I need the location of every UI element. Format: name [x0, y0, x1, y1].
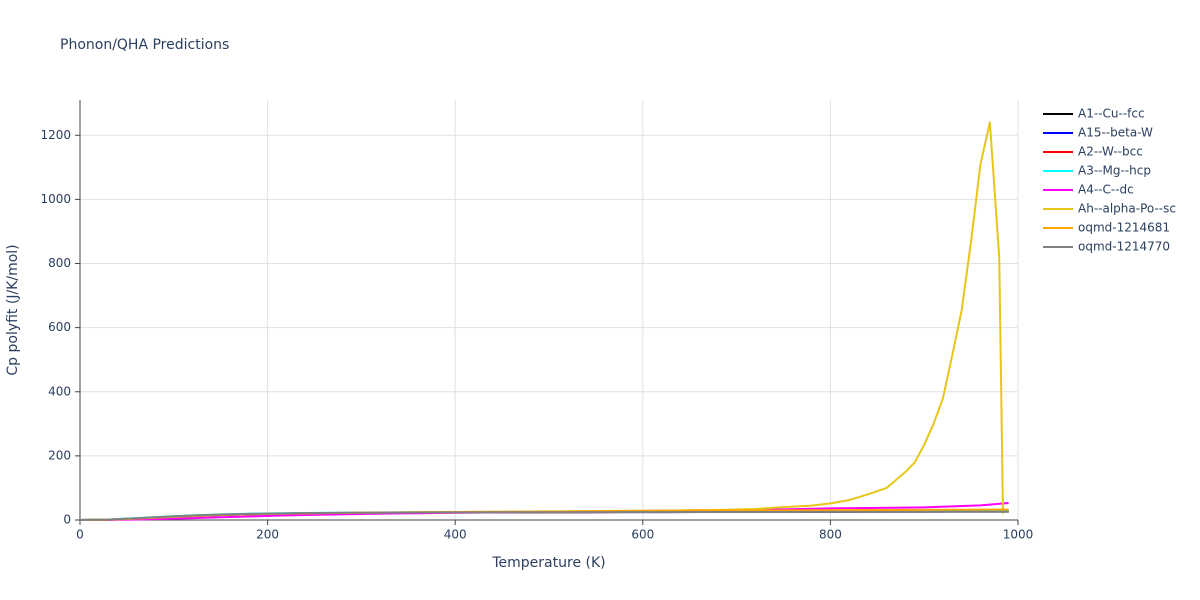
legend-label: oqmd-1214681 — [1078, 221, 1170, 235]
x-tick-label: 1000 — [1003, 528, 1034, 542]
legend-label: oqmd-1214770 — [1078, 240, 1170, 254]
x-axis-title: Temperature (K) — [491, 555, 605, 571]
chart-title: Phonon/QHA Predictions — [60, 37, 229, 53]
x-tick-label: 400 — [444, 528, 467, 542]
y-tick-label: 1200 — [40, 128, 71, 142]
x-tick-label: 800 — [819, 528, 842, 542]
y-tick-label: 1000 — [40, 192, 71, 206]
legend-label: A15--beta-W — [1078, 126, 1153, 140]
legend-label: A4--C--dc — [1078, 183, 1134, 197]
x-tick-label: 200 — [256, 528, 279, 542]
y-tick-label: 200 — [48, 448, 71, 462]
legend-label: A1--Cu--fcc — [1078, 107, 1145, 121]
x-tick-label: 600 — [631, 528, 654, 542]
legend-label: Ah--alpha-Po--sc — [1078, 202, 1176, 216]
x-tick-label: 0 — [76, 528, 84, 542]
y-tick-label: 400 — [48, 384, 71, 398]
legend-label: A2--W--bcc — [1078, 145, 1143, 159]
series-line — [79, 510, 1009, 521]
y-tick-label: 800 — [48, 256, 71, 270]
legend-label: A3--Mg--hcp — [1078, 164, 1151, 178]
y-axis-title: Cp polyfit (J/K/mol) — [5, 244, 21, 375]
series-line — [79, 121, 1004, 521]
y-tick-label: 600 — [48, 320, 71, 334]
y-tick-label: 0 — [63, 513, 71, 527]
